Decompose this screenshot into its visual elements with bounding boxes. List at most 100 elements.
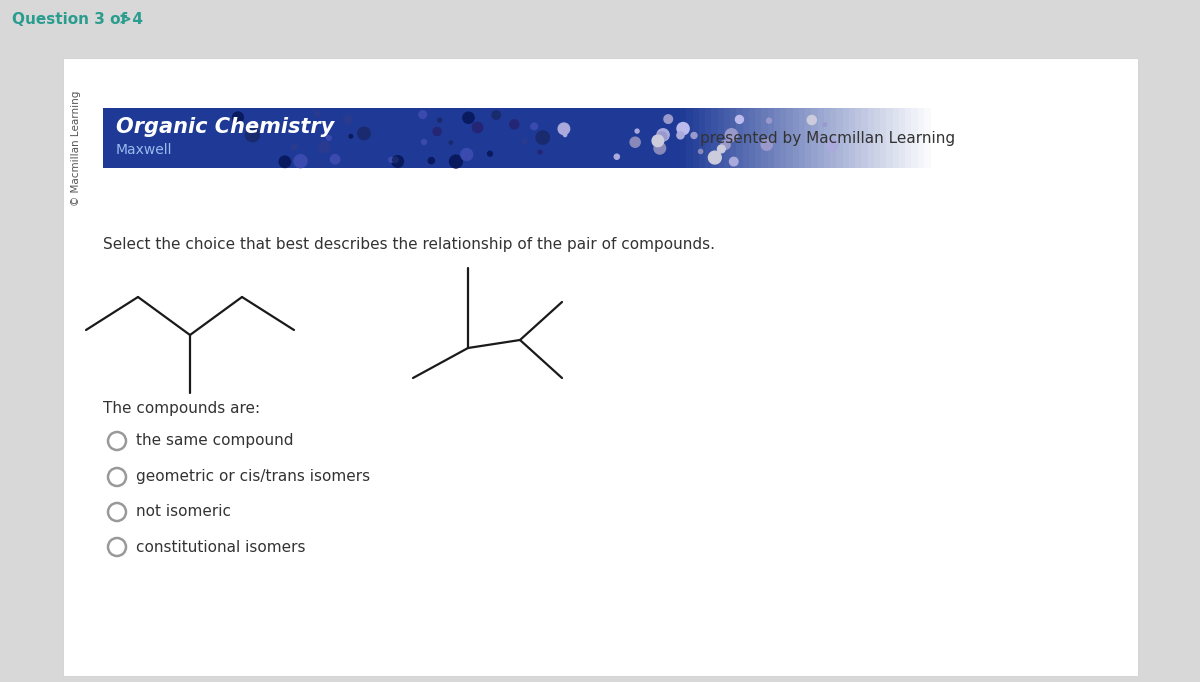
Circle shape	[677, 123, 689, 135]
Bar	[724, 108, 731, 168]
Circle shape	[677, 132, 684, 139]
Text: Select the choice that best describes the relationship of the pair of compounds.: Select the choice that best describes th…	[103, 237, 715, 252]
Circle shape	[510, 120, 518, 129]
Bar	[755, 108, 762, 168]
Bar	[686, 108, 694, 168]
Text: Question 3 of 4: Question 3 of 4	[12, 12, 143, 27]
Circle shape	[473, 122, 482, 133]
Circle shape	[718, 145, 725, 153]
Circle shape	[721, 140, 730, 149]
Circle shape	[450, 155, 462, 168]
Circle shape	[438, 118, 442, 122]
Circle shape	[656, 129, 670, 141]
Circle shape	[292, 144, 298, 149]
Bar	[743, 108, 750, 168]
Circle shape	[708, 151, 721, 164]
Circle shape	[614, 154, 619, 160]
Bar	[698, 108, 706, 168]
Bar	[823, 108, 830, 168]
Bar	[868, 108, 875, 168]
Circle shape	[558, 123, 570, 134]
Bar	[887, 108, 894, 168]
Text: not isomeric: not isomeric	[136, 505, 230, 520]
Text: >: >	[118, 12, 131, 27]
Text: constitutional isomers: constitutional isomers	[136, 539, 306, 554]
Bar	[905, 108, 912, 168]
Circle shape	[536, 131, 550, 144]
Circle shape	[808, 115, 816, 125]
Circle shape	[652, 135, 664, 147]
Circle shape	[280, 156, 290, 168]
Bar	[842, 108, 850, 168]
Circle shape	[538, 150, 542, 154]
Circle shape	[428, 158, 434, 164]
Circle shape	[664, 115, 672, 123]
Bar	[874, 108, 881, 168]
Bar	[893, 108, 900, 168]
Bar	[774, 108, 781, 168]
Circle shape	[658, 132, 667, 141]
Text: Maxwell: Maxwell	[116, 143, 173, 157]
Circle shape	[433, 128, 442, 136]
Bar	[680, 108, 688, 168]
Bar	[805, 108, 812, 168]
Bar	[836, 108, 844, 168]
Circle shape	[461, 149, 473, 160]
Circle shape	[487, 151, 492, 156]
Text: the same compound: the same compound	[136, 434, 294, 449]
Circle shape	[736, 115, 744, 123]
Circle shape	[319, 142, 330, 153]
Bar	[924, 108, 931, 168]
Circle shape	[492, 111, 500, 119]
Bar	[692, 108, 700, 168]
Circle shape	[343, 115, 352, 123]
Bar	[880, 108, 887, 168]
Circle shape	[421, 140, 426, 145]
Circle shape	[330, 155, 340, 164]
Text: © Macmillan Learning: © Macmillan Learning	[71, 90, 82, 206]
Bar	[911, 108, 918, 168]
Circle shape	[233, 112, 244, 123]
Bar	[786, 108, 793, 168]
Bar	[780, 108, 787, 168]
Text: Organic Chemistry: Organic Chemistry	[116, 117, 335, 137]
Circle shape	[767, 118, 772, 123]
Bar	[712, 108, 719, 168]
Bar	[811, 108, 818, 168]
Circle shape	[630, 137, 641, 147]
Bar	[761, 108, 768, 168]
Bar	[730, 108, 737, 168]
Circle shape	[564, 133, 566, 136]
Circle shape	[389, 158, 394, 162]
Circle shape	[349, 134, 353, 138]
Bar	[768, 108, 775, 168]
Circle shape	[313, 121, 317, 125]
Bar	[64, 58, 1138, 676]
Circle shape	[654, 143, 666, 154]
Bar	[854, 108, 863, 168]
Bar	[817, 108, 824, 168]
Bar	[862, 108, 869, 168]
Bar	[918, 108, 925, 168]
Text: geometric or cis/trans isomers: geometric or cis/trans isomers	[136, 469, 370, 484]
Circle shape	[814, 133, 818, 138]
Circle shape	[698, 149, 703, 153]
Bar	[749, 108, 756, 168]
Circle shape	[522, 139, 527, 144]
Bar	[706, 108, 713, 168]
Circle shape	[419, 110, 426, 119]
Circle shape	[463, 112, 474, 123]
Bar	[792, 108, 799, 168]
Circle shape	[314, 111, 320, 117]
Circle shape	[730, 158, 738, 166]
Circle shape	[761, 139, 773, 150]
Bar	[899, 108, 906, 168]
Bar	[848, 108, 856, 168]
Circle shape	[326, 136, 331, 140]
Circle shape	[691, 132, 697, 138]
Circle shape	[246, 128, 259, 142]
Circle shape	[294, 155, 307, 168]
Circle shape	[826, 139, 838, 151]
Circle shape	[258, 124, 264, 130]
Bar	[830, 108, 838, 168]
